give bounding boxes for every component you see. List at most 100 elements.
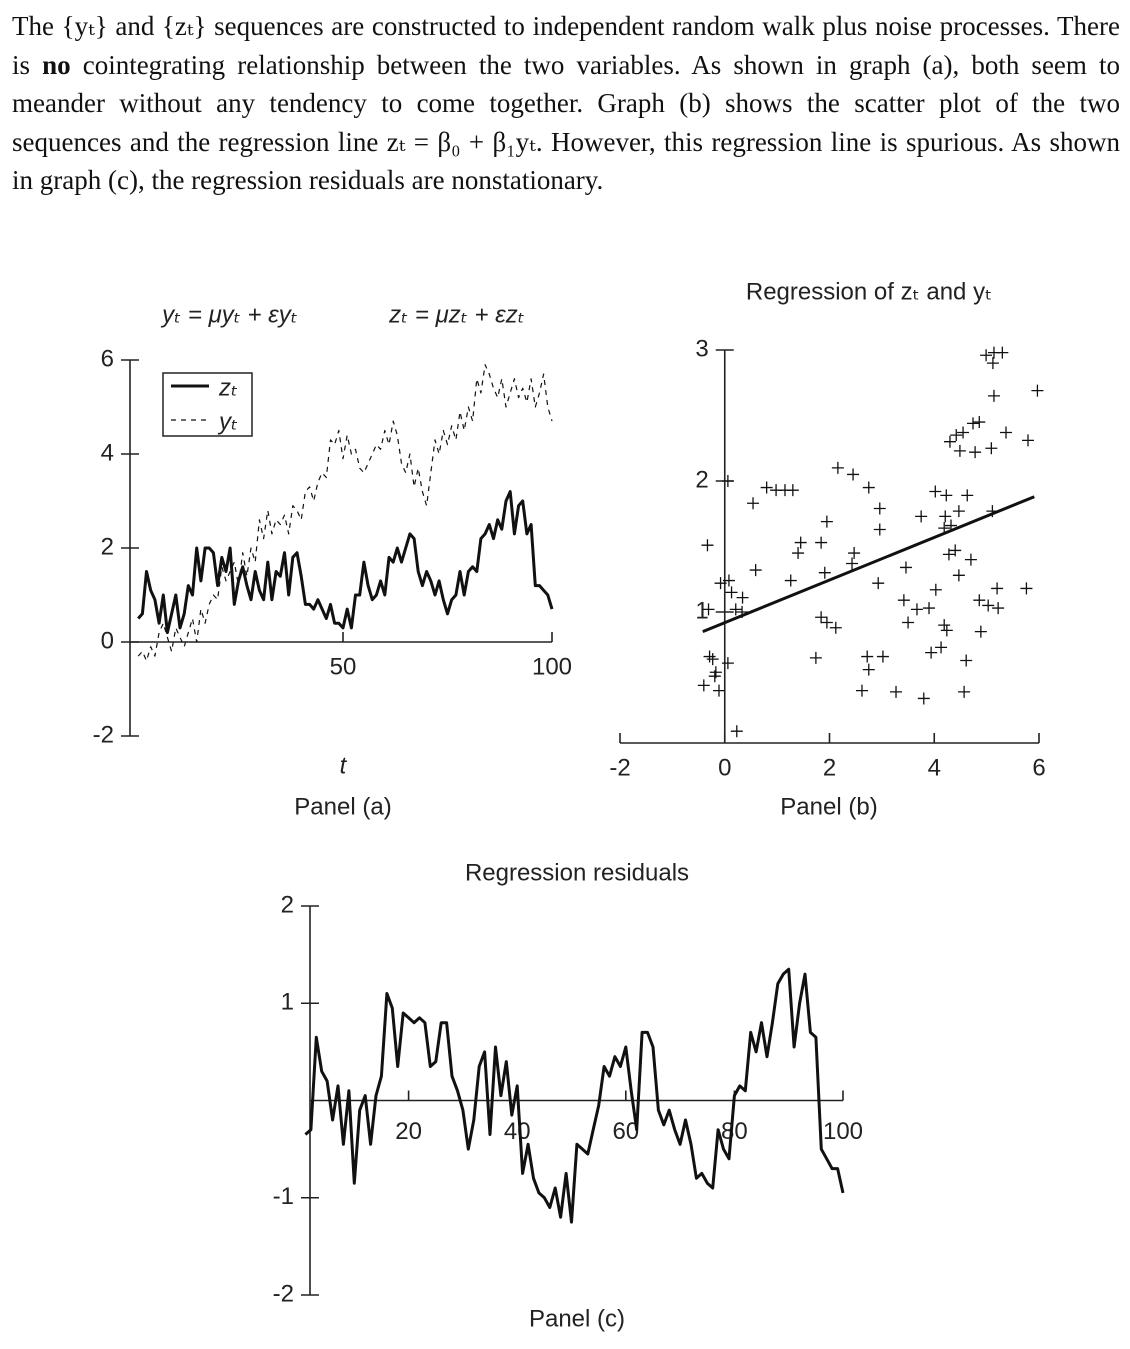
- scatter-point: [917, 692, 930, 705]
- scatter-point: [923, 602, 936, 615]
- scatter-point: [942, 548, 955, 561]
- scatter-point: [974, 625, 987, 638]
- scatter-point: [862, 663, 875, 676]
- scatter-point: [818, 566, 831, 579]
- scatter-point: [967, 417, 980, 430]
- x-tick-label: 100: [532, 653, 572, 680]
- scatter-point: [986, 357, 999, 370]
- scatter-point: [760, 481, 773, 494]
- scatter-point: [987, 389, 1000, 402]
- scatter-point: [701, 539, 714, 552]
- annotation: yₜ = μyₜ + εyₜ: [160, 301, 298, 328]
- legend-label: yₜ: [217, 408, 238, 435]
- scatter-point: [961, 489, 974, 502]
- y-tick-label: 6: [101, 345, 114, 372]
- x-tick-label: 40: [504, 1118, 531, 1145]
- scatter-point: [714, 577, 727, 590]
- scatter-point: [747, 497, 760, 510]
- y-tick-label: 2: [101, 533, 114, 560]
- y-tick-label: 2: [695, 466, 708, 493]
- scatter-point: [902, 616, 915, 629]
- scatter-point: [855, 684, 868, 697]
- scatter-point: [873, 502, 886, 515]
- scatter-point: [861, 650, 874, 663]
- panel-label: Panel (b): [780, 793, 877, 820]
- scatter-point: [897, 594, 910, 607]
- scatter-point: [915, 510, 928, 523]
- y-tick-label: 2: [281, 891, 294, 918]
- scatter-point: [730, 725, 743, 738]
- scatter-point: [964, 553, 977, 566]
- scatter-point: [950, 429, 963, 442]
- scatter-point: [721, 657, 734, 670]
- scatter-point: [786, 484, 799, 497]
- scatter-point: [960, 654, 973, 667]
- scatter-point: [815, 536, 828, 549]
- scatter-point: [831, 461, 844, 474]
- scatter-point: [940, 624, 953, 637]
- scatter-point: [929, 485, 942, 498]
- scatter-point: [991, 582, 1004, 595]
- x-axis-label: t: [340, 752, 348, 779]
- paragraph: The {yₜ} and {zₜ} sequences are construc…: [12, 7, 1120, 200]
- scatter-point: [940, 489, 953, 502]
- scatter-point: [784, 574, 797, 587]
- scatter-point: [939, 510, 952, 523]
- scatter-point: [953, 444, 966, 457]
- x-tick-label: 20: [395, 1118, 422, 1145]
- legend-box: [162, 372, 253, 437]
- scatter-point: [1031, 384, 1044, 397]
- scatter-point: [952, 505, 965, 518]
- chart-title: Regression of zₜ and yₜ: [746, 278, 992, 305]
- scatter-point: [794, 536, 807, 549]
- y-tick-label: 4: [101, 439, 114, 466]
- scatter-point: [973, 594, 986, 607]
- scatter-point: [847, 468, 860, 481]
- y-tick-label: 1: [281, 989, 294, 1016]
- scatter-point: [957, 426, 970, 439]
- bold-run: no: [42, 49, 71, 80]
- panel-label: Panel (a): [294, 793, 391, 820]
- scatter-point: [815, 611, 828, 624]
- scatter-point: [890, 685, 903, 698]
- scatter-point: [1000, 426, 1012, 439]
- scatter-point: [846, 557, 859, 570]
- scatter-point: [969, 446, 982, 459]
- scatter-point: [996, 346, 1009, 359]
- series-line: [137, 364, 553, 662]
- scatter-point: [862, 481, 875, 494]
- y-tick-label: 0: [101, 627, 114, 654]
- x-tick-label: 4: [928, 754, 941, 781]
- y-tick-label: -2: [273, 1280, 294, 1307]
- scatter-point: [792, 547, 805, 560]
- chart-title: Regression residuals: [465, 859, 689, 886]
- scatter-point: [935, 641, 948, 654]
- scatter-point: [992, 602, 1005, 615]
- scatter-point: [872, 577, 885, 590]
- regression-line: [702, 495, 1035, 634]
- scatter-point: [721, 475, 734, 487]
- scatter-point: [706, 653, 719, 666]
- scatter-point: [949, 544, 962, 557]
- scatter-point: [708, 670, 721, 683]
- x-tick-label: 0: [718, 754, 731, 781]
- panel-label: Panel (c): [529, 1305, 625, 1332]
- y-tick-label: -1: [273, 1183, 294, 1210]
- scatter-point: [809, 651, 822, 664]
- series-line: [137, 490, 554, 635]
- scatter-point: [958, 685, 971, 698]
- annotation: zₜ = μzₜ + εzₜ: [388, 301, 525, 328]
- text-run: cointegrating relationship between the t…: [12, 49, 1120, 196]
- x-tick-label: 50: [330, 653, 357, 680]
- scatter-point: [736, 591, 749, 604]
- scatter-point: [980, 349, 993, 362]
- y-tick-label: -2: [93, 721, 114, 748]
- legend-label: zₜ: [218, 374, 238, 401]
- scatter-point: [873, 523, 886, 536]
- scatter-point: [910, 603, 923, 616]
- scatter-point: [973, 416, 986, 429]
- series-line: [304, 967, 845, 1224]
- scatter-point: [938, 619, 951, 632]
